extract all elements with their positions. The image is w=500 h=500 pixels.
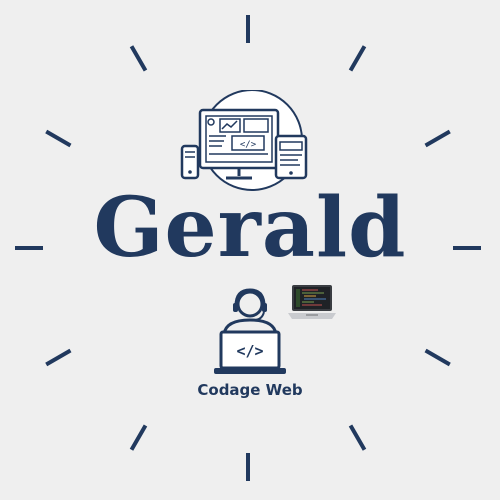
- laptop-code-icon: [288, 285, 336, 319]
- web-developer-icon: </>: [214, 288, 286, 374]
- sunburst-ray: [45, 129, 72, 148]
- sunburst-ray: [129, 424, 148, 451]
- sunburst-ray: [129, 45, 148, 72]
- svg-text:</>: </>: [240, 140, 257, 150]
- sunburst-ray: [424, 129, 451, 148]
- sunburst-ray: [45, 348, 72, 367]
- responsive-devices-icon: </>: [180, 90, 308, 191]
- brand-name: Gerald: [93, 180, 407, 276]
- svg-text:</>: </>: [236, 342, 263, 360]
- sunburst-ray: [348, 45, 367, 72]
- sunburst-ray: [348, 424, 367, 451]
- sunburst-ray: [424, 348, 451, 367]
- tagline: Codage Web: [197, 381, 303, 399]
